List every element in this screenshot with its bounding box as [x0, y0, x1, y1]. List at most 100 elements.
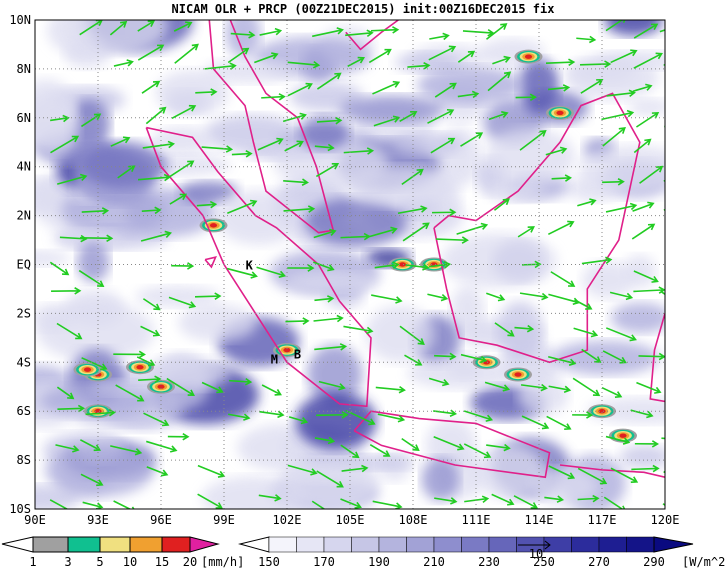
wind-arrow [259, 410, 285, 419]
wind-arrow [609, 291, 634, 301]
colorbar-label: 290 [643, 555, 665, 569]
wind-arrow [602, 178, 625, 186]
cloud [496, 301, 544, 360]
wind-arrow [548, 355, 577, 366]
coastline [145, 126, 372, 408]
wind-arrow [259, 27, 283, 36]
cloud [441, 233, 557, 288]
wind-arrow [197, 493, 223, 509]
precip [556, 110, 564, 116]
station-label: B [294, 348, 301, 362]
wind-arrow [631, 464, 660, 473]
wind-arrow [113, 350, 146, 359]
wind-arrow [80, 113, 102, 128]
wind-arrow [373, 115, 401, 127]
cloud [305, 197, 408, 248]
wind-arrow [287, 82, 313, 97]
wind-arrow [513, 495, 539, 509]
colorbar-end [1, 536, 34, 553]
wind-arrow [109, 20, 128, 36]
wind-arrow [254, 52, 279, 64]
wind-arrow [57, 404, 86, 413]
colorbar-unit: [W/m^2] [682, 555, 726, 569]
wind-arrow [169, 193, 188, 205]
cloud [416, 66, 525, 105]
precip [398, 262, 407, 267]
wind-arrow [140, 230, 172, 242]
wind-arrow [460, 132, 484, 147]
wind-arrow [399, 110, 418, 123]
wind-arrow [142, 140, 176, 149]
wind-arrow [285, 317, 310, 325]
wind-arrow [313, 314, 344, 323]
wind-arrow [581, 256, 613, 265]
wind-arrow [227, 199, 258, 215]
station-label: M [271, 353, 278, 367]
wind-arrow [204, 62, 237, 70]
wind-arrow [257, 137, 284, 151]
cloud [295, 392, 377, 450]
wind-arrow [261, 384, 282, 396]
wind-arrow [572, 377, 601, 397]
wind-arrow [113, 59, 134, 67]
cloud [450, 285, 485, 337]
wind-arrow [171, 262, 195, 270]
colorbar-label: 230 [478, 555, 500, 569]
wind-arrow [340, 444, 360, 459]
wind-arrow [463, 410, 494, 422]
wind-arrow [573, 327, 599, 338]
wind-arrow [369, 443, 391, 457]
vector-scale-label: 10 [529, 547, 543, 561]
lon-label: 105E [336, 513, 365, 527]
wind-arrow [55, 444, 80, 453]
precip [83, 367, 92, 372]
colorbar-segment [268, 536, 297, 553]
wind-arrow [433, 409, 458, 417]
wind-arrow [519, 129, 547, 151]
wind-arrow [663, 179, 665, 182]
colorbar-segment [461, 536, 490, 553]
wind-arrow [663, 64, 665, 66]
cloud [35, 94, 79, 154]
cloud [45, 444, 154, 497]
wind-arrow [369, 226, 398, 238]
colorbar-segment [32, 536, 69, 553]
wind-arrow [166, 377, 195, 396]
colorbar-segment [67, 536, 101, 553]
colorbar-segment [129, 536, 163, 553]
lon-label: 99E [213, 513, 235, 527]
wind-arrow [146, 466, 169, 477]
colorbar-end [238, 536, 270, 553]
wind-arrow [548, 385, 572, 394]
precip [157, 384, 165, 389]
wind-arrow [315, 162, 340, 178]
wind-arrow [663, 470, 665, 474]
wind-arrow [399, 325, 425, 345]
colorbar-label: 250 [533, 555, 555, 569]
wind-arrow [633, 23, 659, 39]
colorbar-end [653, 536, 694, 553]
wind-arrow [231, 150, 253, 158]
cloud [619, 445, 665, 469]
wind-arrow [51, 287, 82, 295]
wind-arrow [141, 206, 162, 215]
wind-arrow [375, 385, 406, 394]
wind-arrow [631, 223, 656, 240]
wind-arrow [229, 377, 253, 386]
wind-arrow [401, 437, 420, 451]
wind-arrow [314, 343, 348, 351]
cloud [604, 20, 663, 36]
wind-arrow [601, 386, 623, 399]
wind-arrow [515, 93, 537, 102]
colorbar-label: 5 [96, 555, 103, 569]
wind-arrow [492, 55, 511, 65]
cloud [485, 128, 575, 185]
cloud [155, 70, 229, 116]
colorbar-label: 1 [29, 555, 36, 569]
wind-arrow [664, 406, 665, 408]
wind-arrow [314, 295, 335, 303]
wind-arrow [258, 494, 282, 502]
wind-arrow [167, 432, 190, 441]
wind-arrow [484, 381, 511, 392]
wind-arrow [514, 324, 535, 333]
